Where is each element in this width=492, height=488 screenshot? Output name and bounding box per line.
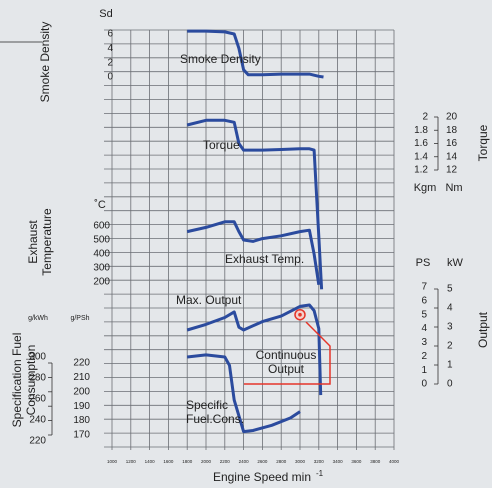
y-tick-label: 2 [422,112,428,123]
y-tick-label: 200 [73,386,90,397]
y-tick-label: 5 [421,309,427,320]
annotation: Exhaust Temp. [225,252,304,266]
marker-label: Output [268,362,305,376]
y-tick-label: 1.6 [414,138,428,149]
y-tick-label: 0 [107,72,113,83]
x-axis-label: Engine Speed min [213,470,311,484]
axis-unit: Nm [445,182,462,194]
y-tick-label: 300 [93,263,110,274]
x-tick-label: 1000 [107,459,118,464]
y-tick-label: 5 [447,284,453,295]
y-tick-label: 6 [421,295,427,306]
curve [187,353,301,434]
y-tick-label: 18 [446,125,458,136]
y-tick-label: 240 [29,415,46,426]
x-tick-label: 2200 [220,459,231,464]
y-tick-label: 190 [73,401,90,412]
y-tick-label: 2 [107,57,113,68]
y-tick-label: 200 [93,277,110,288]
y-tick-label: 210 [73,372,90,383]
axis-unit: PS [416,257,431,269]
panel-title: Torque [476,124,490,161]
y-tick-label: 3 [447,322,453,333]
annotation: Torque [203,138,240,152]
x-tick-label: 1400 [145,459,156,464]
marker-dot [298,312,302,317]
y-tick-label: 16 [446,138,458,149]
y-tick-label: 1.2 [414,165,428,176]
annotation: Smoke Density [180,52,261,66]
x-tick-label: 3600 [351,459,362,464]
x-tick-label: 2800 [276,459,287,464]
marker-label: Continuous [256,348,317,362]
curve [186,118,324,290]
x-tick-label: 3400 [333,459,344,464]
y-tick-label: 280 [29,373,46,384]
x-tick-label: 4000 [389,459,400,464]
curve [186,303,323,396]
callout-line [244,321,331,385]
y-tick-label: 20 [446,112,458,123]
x-tick-label: 1200 [126,459,137,464]
y-tick-label: 7 [421,282,427,293]
y-tick-label: 3 [421,337,427,348]
y-tick-label: 6 [107,29,113,40]
y-tick-label: 0 [447,379,453,390]
x-tick-label: 3000 [295,459,306,464]
y-tick-label: 600 [93,221,110,232]
panel-title: Output [476,311,490,348]
panel-title: Specification Fuel [10,333,24,428]
x-tick-label: 3200 [314,459,325,464]
x-tick-label: 3800 [370,459,381,464]
y-tick-label: 260 [29,394,46,405]
y-tick-label: 12 [446,165,458,176]
axis-unit: Kgm [414,182,437,194]
y-tick-label: 1.8 [414,125,428,136]
curve [186,220,321,286]
y-tick-label: 1 [421,365,427,376]
axis-unit: kW [447,257,464,269]
y-tick-label: 1 [447,360,453,371]
y-tick-label: 4 [447,303,453,314]
annotation: Specific [186,398,228,412]
y-tick-label: 400 [93,249,110,260]
x-tick-label: 2000 [201,459,212,464]
y-tick-label: 170 [73,430,90,441]
y-tick-label: 500 [93,235,110,246]
axis-unit: ˚C [94,199,106,211]
axis-unit: g/PSh [70,315,89,322]
labels: 1000 1200 1400 1600 1800 2000 2200 2400 2600 2800… [10,8,490,464]
x-tick-label: 2600 [257,459,268,464]
curve [187,29,324,79]
y-tick-label: 180 [73,415,90,426]
annotation: Fuel.Cons. [186,412,244,426]
y-tick-label: 0 [421,379,427,390]
annotation: Max. Output [176,293,242,307]
panel-title: Temperature [40,208,54,276]
y-tick-label: 2 [421,351,427,362]
x-tick-label: 1800 [182,459,193,464]
y-tick-label: 2 [447,341,453,352]
axis-unit: Sd [99,8,112,20]
panel-title: Consumption [24,345,38,416]
y-tick-label: 220 [29,436,46,447]
y-tick-label: 14 [446,151,458,162]
x-axis-label-sup: -1 [316,469,324,478]
y-tick-label: 4 [107,43,113,54]
y-tick-label: 220 [73,358,90,369]
axis-unit: g/kWh [28,315,48,322]
y-tick-label: 1.4 [414,151,428,162]
marks [186,29,324,434]
y-tick-label: 300 [29,352,46,363]
panel-title: Smoke Density [38,22,52,103]
x-tick-label: 2400 [239,459,250,464]
x-tick-label: 1600 [163,459,174,464]
y-tick-label: 4 [421,323,427,334]
panel-title: Exhaust [26,220,40,264]
